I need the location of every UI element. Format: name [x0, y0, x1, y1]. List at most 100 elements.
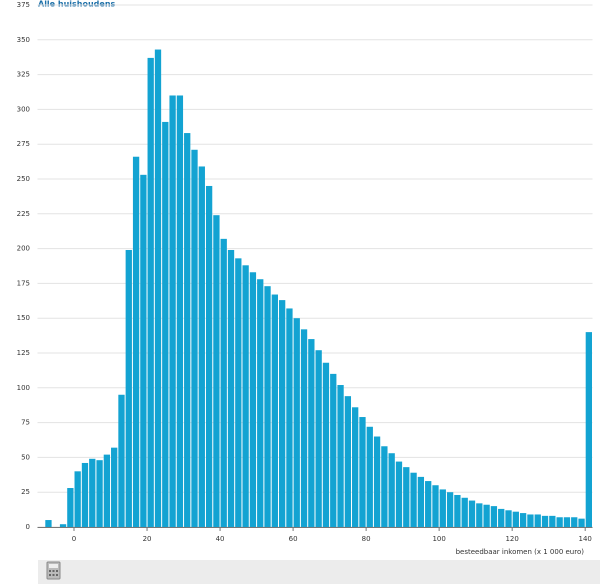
y-tick-label: 0	[26, 523, 30, 531]
bar	[498, 508, 505, 527]
bar	[242, 265, 249, 527]
y-tick-label: 275	[17, 140, 30, 148]
bar	[468, 500, 476, 527]
bar	[154, 49, 162, 527]
bar	[293, 318, 300, 527]
y-tick-label: 350	[17, 36, 30, 44]
bar	[278, 300, 286, 527]
bar	[461, 497, 468, 527]
y-tick-label: 125	[17, 349, 30, 357]
bar	[512, 511, 519, 527]
y-tick-label: 175	[17, 279, 30, 287]
bar	[366, 426, 373, 527]
bar	[67, 488, 74, 527]
bar	[89, 458, 96, 527]
y-tick-label: 225	[17, 210, 30, 218]
y-tick-label: 250	[17, 175, 30, 183]
x-axis-label: besteedbaar inkomen (x 1 000 euro)	[456, 548, 585, 556]
bar	[585, 332, 592, 527]
x-tick-label: 80	[362, 535, 371, 543]
bar	[147, 57, 154, 528]
bar	[432, 485, 439, 527]
bar	[74, 471, 81, 527]
bar	[395, 461, 403, 527]
y-tick-label: 75	[21, 419, 30, 427]
bar	[454, 494, 461, 527]
x-tick-label: 120	[505, 535, 518, 543]
bar	[191, 149, 198, 527]
bar	[527, 514, 534, 527]
bar	[184, 133, 191, 527]
x-tick-label: 60	[289, 535, 298, 543]
bar	[198, 166, 205, 528]
bar	[425, 481, 432, 527]
bar	[388, 453, 395, 527]
bar	[118, 394, 125, 527]
x-tick-label: 20	[143, 535, 152, 543]
x-tick-label: 140	[579, 535, 592, 543]
bar	[220, 238, 227, 527]
bar	[96, 460, 103, 527]
bar	[541, 515, 549, 527]
x-tick-label: 0	[72, 535, 76, 543]
bar	[344, 396, 352, 527]
bar	[373, 436, 381, 527]
bar	[483, 504, 490, 527]
y-tick-label: 300	[17, 105, 30, 113]
bar	[300, 329, 308, 527]
bar	[330, 373, 337, 527]
bar	[519, 513, 527, 527]
bar	[505, 510, 512, 527]
bar	[556, 517, 563, 527]
bar	[103, 454, 111, 527]
bar	[352, 407, 359, 527]
bar	[578, 518, 585, 527]
bar	[257, 279, 264, 527]
bar	[446, 492, 454, 527]
bar	[140, 174, 147, 527]
bar	[315, 350, 322, 527]
bar	[571, 517, 578, 527]
y-tick-label: 50	[21, 453, 30, 461]
bar	[132, 156, 140, 527]
bar	[235, 258, 242, 527]
chart-title: Alle huishoudens	[38, 0, 116, 9]
bar	[249, 272, 257, 527]
bar	[125, 249, 132, 527]
calculator-icon[interactable]	[46, 561, 61, 580]
bar	[227, 249, 235, 527]
bar	[439, 489, 446, 527]
bar	[111, 447, 118, 527]
bar	[534, 514, 541, 527]
bar	[81, 462, 89, 527]
bar	[563, 517, 571, 527]
y-tick-label: 100	[17, 384, 30, 392]
bar	[322, 362, 330, 527]
y-tick-label: 150	[17, 314, 30, 322]
bar	[45, 520, 52, 527]
bar	[403, 467, 410, 527]
x-tick-label: 40	[216, 535, 225, 543]
bar	[264, 286, 271, 527]
x-tick-label: 100	[432, 535, 445, 543]
y-tick-label: 200	[17, 245, 30, 253]
y-tick-label: 375	[17, 1, 30, 9]
bar	[308, 339, 315, 527]
bar	[381, 446, 388, 527]
bar	[490, 506, 498, 527]
bar	[162, 121, 169, 527]
bar	[169, 95, 176, 527]
bar	[417, 476, 425, 527]
bar	[410, 472, 417, 527]
bar	[59, 524, 67, 527]
bar	[286, 308, 293, 527]
bar	[205, 185, 213, 527]
bar	[213, 215, 220, 527]
toolbar	[38, 560, 600, 584]
bar	[549, 515, 556, 527]
y-tick-label: 325	[17, 71, 30, 79]
bar	[337, 385, 344, 527]
y-tick-label: 25	[21, 488, 30, 496]
bar	[359, 417, 366, 527]
